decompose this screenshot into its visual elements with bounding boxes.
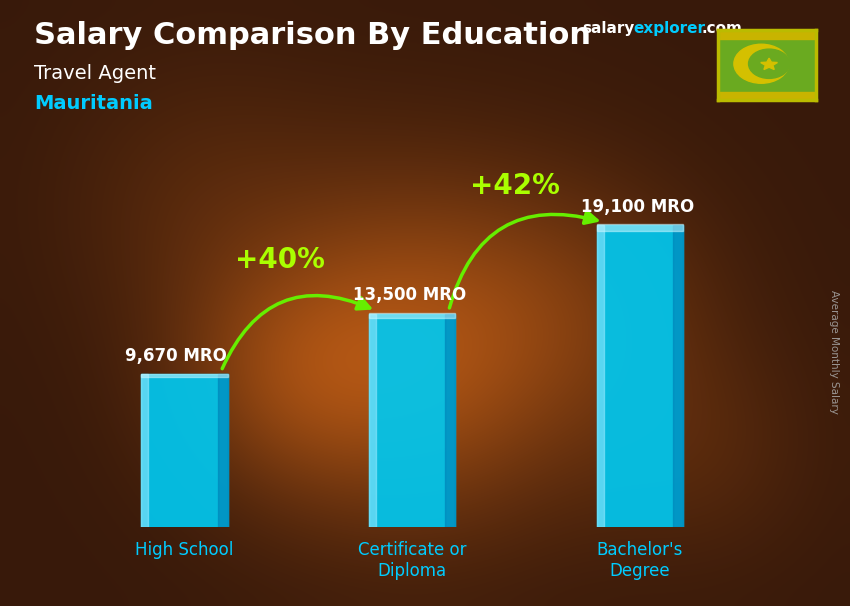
Text: Salary Comparison By Education: Salary Comparison By Education bbox=[34, 21, 591, 50]
Bar bbox=[141, 375, 228, 527]
Bar bbox=[597, 225, 683, 527]
Bar bbox=[141, 375, 149, 527]
Text: 9,670 MRO: 9,670 MRO bbox=[126, 347, 227, 365]
Bar bbox=[369, 314, 456, 527]
Bar bbox=[597, 224, 683, 231]
Text: Average Monthly Salary: Average Monthly Salary bbox=[829, 290, 839, 413]
Text: +40%: +40% bbox=[235, 246, 326, 274]
Bar bbox=[718, 92, 816, 100]
Bar bbox=[141, 373, 228, 378]
Circle shape bbox=[749, 49, 790, 78]
Text: Travel Agent: Travel Agent bbox=[34, 64, 156, 82]
Bar bbox=[369, 313, 456, 318]
Bar bbox=[718, 30, 816, 39]
Circle shape bbox=[734, 44, 789, 83]
Bar bbox=[445, 314, 456, 527]
Text: 19,100 MRO: 19,100 MRO bbox=[581, 198, 694, 216]
Text: .com: .com bbox=[701, 21, 742, 36]
Text: 13,500 MRO: 13,500 MRO bbox=[353, 286, 467, 304]
Bar bbox=[369, 314, 376, 527]
Text: +42%: +42% bbox=[470, 171, 559, 200]
Text: Mauritania: Mauritania bbox=[34, 94, 153, 113]
Text: explorer: explorer bbox=[633, 21, 706, 36]
Polygon shape bbox=[761, 58, 778, 70]
Text: salary: salary bbox=[582, 21, 635, 36]
Bar bbox=[597, 225, 603, 527]
Bar bbox=[672, 225, 683, 527]
Bar bbox=[218, 375, 228, 527]
